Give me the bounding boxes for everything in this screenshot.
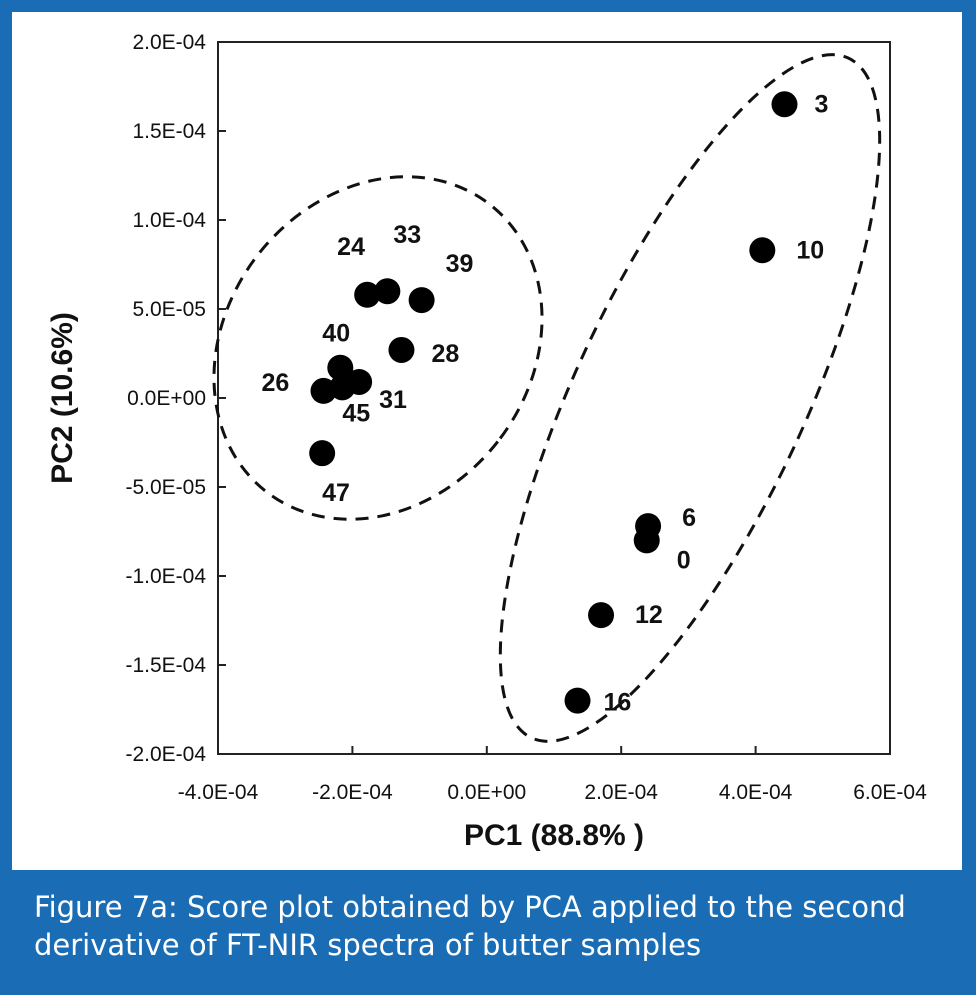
- point-label-28: 28: [431, 340, 459, 368]
- point-label-33: 33: [393, 221, 421, 249]
- figure-caption: Figure 7a: Score plot obtained by PCA ap…: [34, 888, 944, 964]
- data-point-12: [588, 602, 615, 629]
- point-label-45: 45: [342, 399, 370, 427]
- point-label-31: 31: [379, 386, 407, 414]
- data-point-24: [354, 281, 381, 308]
- pca-score-plot: -4.0E-04 -2.0E-04 0.0E+00 2.0E-04 4.0E-04 6.0…: [46, 31, 927, 852]
- point-label-16: 16: [604, 689, 632, 717]
- y-tick-label: 1.5E-04: [132, 120, 206, 143]
- x-axis-title: PC1 (88.8% ): [464, 819, 644, 852]
- data-point-47: [309, 440, 336, 467]
- data-point-28: [388, 336, 415, 363]
- point-label-47: 47: [322, 479, 350, 507]
- x-tick-label: -2.0E-04: [312, 781, 393, 804]
- plot-panel: [12, 12, 962, 870]
- y-tick-label: 0.0E+00: [127, 387, 206, 410]
- y-tick-label: -1.0E-04: [125, 565, 206, 588]
- point-label-40: 40: [322, 320, 350, 348]
- data-point-0: [633, 527, 660, 554]
- caption-line-2: derivative of FT-NIR spectra of butter s…: [34, 928, 702, 962]
- cluster-outline-left: [212, 175, 544, 521]
- cluster-outline-right: [498, 53, 882, 743]
- y-tick-label: 5.0E-05: [132, 298, 206, 321]
- point-label-6: 6: [682, 504, 696, 532]
- x-tick-label: 0.0E+00: [447, 781, 526, 804]
- data-point-3: [771, 91, 798, 118]
- x-tick-label: 6.0E-04: [853, 781, 927, 804]
- x-tick-label: -4.0E-04: [178, 781, 259, 804]
- data-point-26: [310, 377, 337, 404]
- data-point-16: [564, 687, 591, 714]
- point-label-26: 26: [262, 369, 290, 397]
- data-point-39: [408, 287, 435, 314]
- point-label-3: 3: [814, 90, 828, 118]
- point-label-10: 10: [796, 236, 824, 264]
- y-tick-label: -1.5E-04: [125, 654, 206, 677]
- y-tick-label: 1.0E-04: [132, 209, 206, 232]
- x-tick-label: 4.0E-04: [719, 781, 793, 804]
- y-tick-label: 2.0E-04: [132, 31, 206, 54]
- data-point-40: [327, 354, 354, 381]
- y-tick-label: -5.0E-05: [125, 476, 206, 499]
- point-label-39: 39: [446, 250, 474, 278]
- point-label-0: 0: [677, 546, 691, 574]
- point-label-24: 24: [337, 233, 365, 261]
- point-label-12: 12: [635, 601, 663, 629]
- x-tick-label: 2.0E-04: [584, 781, 658, 804]
- y-axis-title: PC2 (10.6%): [46, 312, 79, 484]
- y-tick-label: -2.0E-04: [125, 743, 206, 766]
- data-point-33: [374, 278, 401, 305]
- data-point-10: [749, 237, 776, 264]
- caption-line-1: Figure 7a: Score plot obtained by PCA ap…: [34, 890, 906, 924]
